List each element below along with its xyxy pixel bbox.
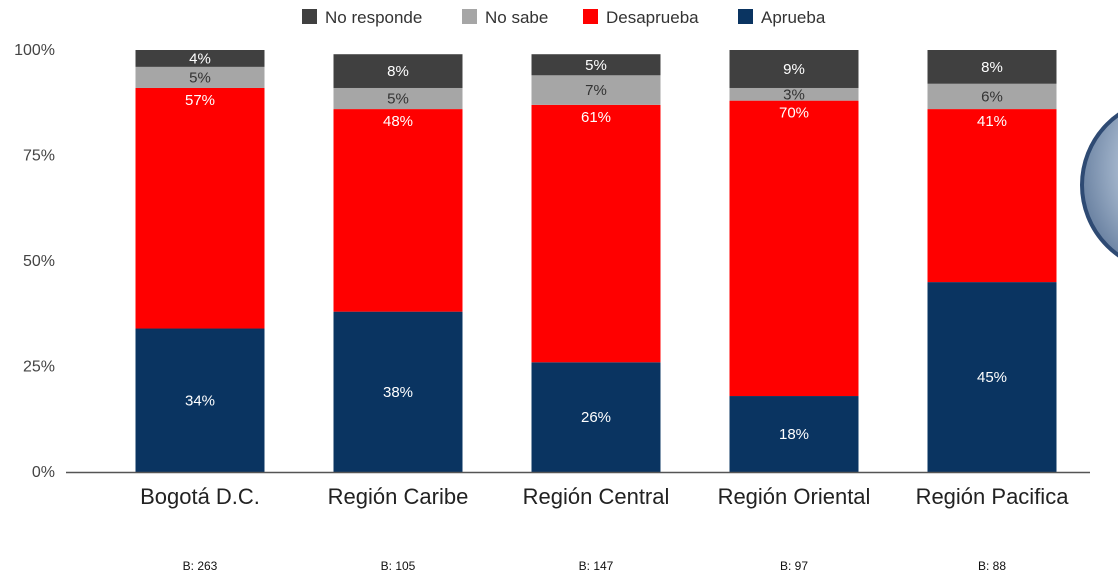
- bar-region-pacifica-desaprueba: [927, 109, 1057, 283]
- data-label-region-caribe-no-sabe: 5%: [387, 91, 409, 108]
- legend-swatch-no-sabe: [462, 9, 477, 24]
- bar-region-central-no-responde: [531, 54, 661, 76]
- sample-bases: B: 263 B: 105 B: 147 B: 97 B: 88: [183, 559, 1007, 573]
- legend-swatch-desaprueba: [583, 9, 598, 24]
- data-label-region-central-desaprueba: 61%: [581, 109, 611, 126]
- sample-base-label: B: 147: [579, 559, 614, 573]
- bar-region-pacifica-no-sabe: [927, 83, 1057, 110]
- bar-bogota-d-c-desaprueba: [135, 87, 265, 329]
- x-tick-label: Región Oriental: [718, 484, 871, 509]
- sample-base-label: B: 105: [381, 559, 416, 573]
- legend-label-desaprueba: Desaprueba: [606, 8, 699, 27]
- bar-region-caribe-desaprueba: [333, 109, 463, 312]
- bar-region-central-desaprueba: [531, 104, 661, 363]
- bar-region-oriental-aprueba: [729, 396, 859, 472]
- sample-base-label: B: 88: [978, 559, 1006, 573]
- bar-region-pacifica-no-responde: [927, 50, 1057, 84]
- x-tick-label: Bogotá D.C.: [140, 484, 260, 509]
- bar-region-central-no-sabe: [531, 75, 661, 105]
- data-label-bogota-d-c-no-sabe: 5%: [189, 69, 211, 86]
- bar-bogota-d-c-no-responde: [135, 50, 265, 67]
- data-label-bogota-d-c-aprueba: 34%: [185, 392, 215, 409]
- data-label-region-oriental-desaprueba: 70%: [779, 105, 809, 122]
- x-tick-label: Región Pacifica: [916, 484, 1070, 509]
- legend: No responde No sabe Desaprueba Aprueba: [302, 8, 826, 27]
- bar-region-oriental-no-sabe: [729, 87, 859, 101]
- sample-base-label: B: 263: [183, 559, 218, 573]
- y-axis: 0% 25% 50% 75% 100%: [14, 42, 55, 481]
- legend-label-aprueba: Aprueba: [761, 8, 826, 27]
- data-label-region-oriental-no-responde: 9%: [783, 61, 805, 78]
- data-label-region-central-no-sabe: 7%: [585, 82, 607, 99]
- bar-region-caribe-no-responde: [333, 54, 463, 88]
- bar-region-caribe-no-sabe: [333, 87, 463, 110]
- bar-region-pacifica-aprueba: [927, 282, 1057, 472]
- y-tick-label: 0%: [32, 464, 55, 481]
- data-label-region-central-aprueba: 26%: [581, 409, 611, 426]
- legend-swatch-no-responde: [302, 9, 317, 24]
- data-label-region-caribe-no-responde: 8%: [387, 63, 409, 80]
- data-label-region-caribe-desaprueba: 48%: [383, 113, 413, 130]
- bar-bogota-d-c-aprueba: [135, 328, 265, 472]
- bar-region-oriental-desaprueba: [729, 100, 859, 397]
- sample-base-label: B: 97: [780, 559, 808, 573]
- data-label-region-central-no-responde: 5%: [585, 57, 607, 74]
- y-tick-label: 50%: [23, 253, 55, 270]
- legend-swatch-aprueba: [738, 9, 753, 24]
- legend-label-no-responde: No responde: [325, 8, 422, 27]
- y-tick-label: 25%: [23, 359, 55, 376]
- bar-region-central-aprueba: [531, 362, 661, 472]
- x-tick-label: Región Central: [523, 484, 670, 509]
- data-label-region-pacifica-aprueba: 45%: [977, 369, 1007, 386]
- x-tick-label: Región Caribe: [328, 484, 469, 509]
- bar-bogota-d-c-no-sabe: [135, 66, 265, 88]
- legend-label-no-sabe: No sabe: [485, 8, 548, 27]
- data-label-region-pacifica-desaprueba: 41%: [977, 113, 1007, 130]
- x-axis: Bogotá D.C. Región Caribe Región Central Re…: [66, 471, 1090, 509]
- data-label-bogota-d-c-desaprueba: 57%: [185, 92, 215, 109]
- data-label-bogota-d-c-no-responde: 4%: [189, 50, 211, 67]
- bars: 34% 57% 5% 4% 38% 48% 5% 8% 26% 61% 7% 5% 18% 70% 3% 9%…: [135, 50, 1057, 472]
- y-tick-label: 100%: [14, 42, 55, 59]
- bar-region-oriental-no-responde: [729, 50, 859, 88]
- y-tick-label: 75%: [23, 148, 55, 165]
- bar-region-caribe-aprueba: [333, 311, 463, 472]
- data-label-region-caribe-aprueba: 38%: [383, 384, 413, 401]
- data-label-region-oriental-no-sabe: 3%: [783, 86, 805, 103]
- data-label-region-oriental-aprueba: 18%: [779, 426, 809, 443]
- data-label-region-pacifica-no-sabe: 6%: [981, 88, 1003, 105]
- decorative-photo-circle: [1080, 112, 1118, 258]
- data-label-region-pacifica-no-responde: 8%: [981, 59, 1003, 76]
